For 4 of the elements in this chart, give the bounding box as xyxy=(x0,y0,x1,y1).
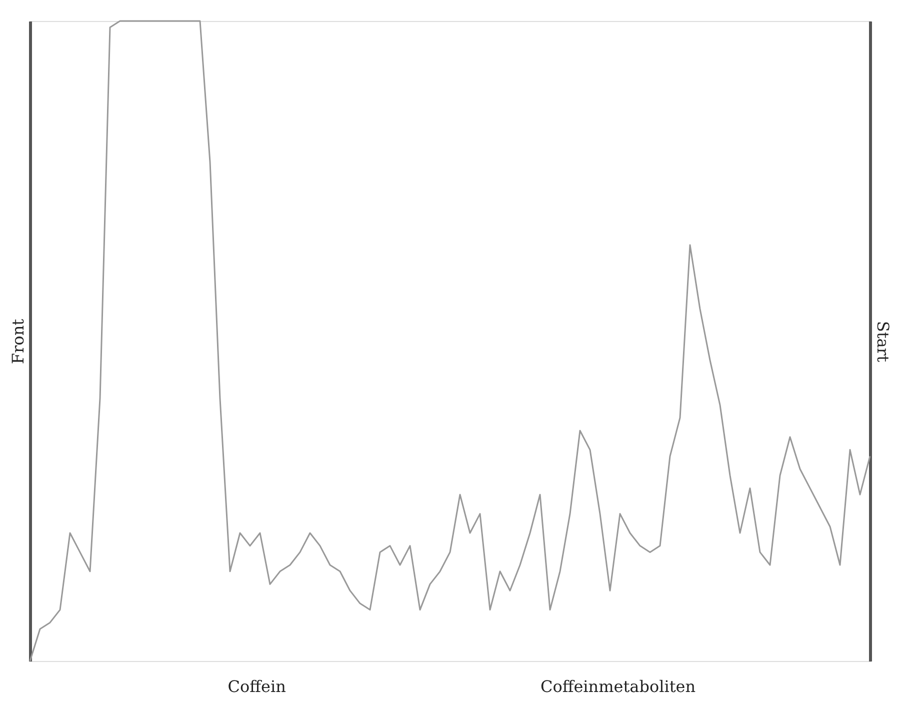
y-axis-title: Front xyxy=(8,318,28,364)
text: Coffein xyxy=(228,677,286,696)
y2-axis-title: Start xyxy=(874,320,892,363)
text: Coffeinmetaboliten xyxy=(540,677,696,696)
